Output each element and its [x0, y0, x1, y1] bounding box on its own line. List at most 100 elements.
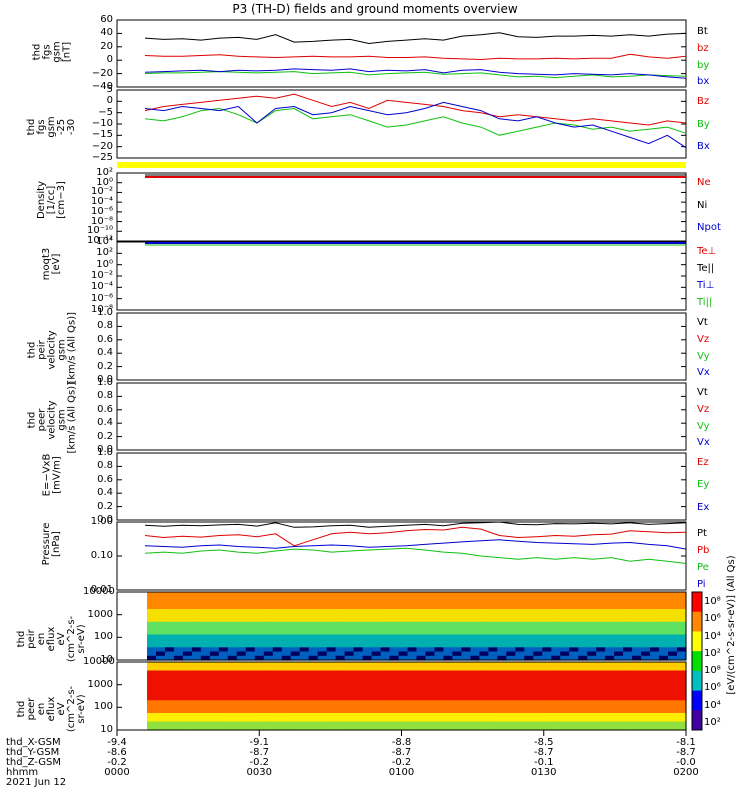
peir_spec-cell [362, 592, 373, 597]
peir_spec-cell [317, 630, 328, 636]
peir_spec-cell [227, 596, 238, 602]
peer_spec-cell [362, 691, 373, 697]
peer_spec-cell [156, 713, 166, 718]
peer_spec-cell [362, 662, 373, 667]
peer_spec-cell [182, 666, 193, 672]
peer_spec-cell [434, 721, 445, 727]
peer_spec-cell [389, 713, 400, 718]
peer_spec-cell [479, 713, 489, 718]
fgs-ylabel: thd fgs gsm [nT] [31, 40, 72, 63]
peir_spec-cell [425, 592, 436, 597]
peer_spec-cell [425, 674, 436, 680]
peir_spec-cell [398, 655, 409, 661]
peer_spec-cell [407, 725, 418, 731]
peir_spec-cell [569, 613, 579, 619]
peer_spec-cell [524, 713, 534, 718]
peer_spec-cell [389, 725, 400, 731]
peir_spec-cell [641, 630, 651, 636]
peir_spec-cell [380, 621, 391, 627]
peer_spec-cell [407, 691, 418, 697]
peir_spec-cell [587, 604, 597, 610]
peir_spec-cell [308, 630, 319, 636]
peir_spec-cell [569, 647, 579, 653]
peir_spec-cell [254, 638, 265, 644]
peer_spec-cell [245, 683, 256, 689]
peir_spec-cell [344, 630, 355, 636]
peer_spec-cell [605, 717, 615, 723]
peir_spec-cell [515, 651, 525, 657]
peir_spec-cell [461, 647, 471, 653]
peir_spec-cell [416, 647, 427, 653]
peir_spec-cell [461, 604, 471, 610]
peir_spec-cell [200, 651, 211, 657]
peir_spec-cell [209, 655, 220, 661]
efield-legend-Ez: Ez [697, 457, 709, 468]
peir_spec-cell [218, 638, 229, 644]
peer_spec-cell [524, 704, 534, 710]
peer_spec-cell [191, 696, 202, 701]
fgs2-series-Bz [144, 93, 687, 126]
peer_spec-cell [147, 700, 157, 706]
peir_spec-cell [443, 647, 453, 653]
peer_spec-cell [335, 687, 346, 693]
peir_spec-cell [245, 596, 256, 602]
peir_spec-cell [407, 638, 418, 644]
peir_spec-cell [236, 617, 247, 623]
peer_spec-cell [452, 704, 462, 710]
peer_spec-cell [281, 717, 292, 723]
peir_spec-cell [218, 604, 229, 610]
peir_spec-cell [147, 630, 157, 636]
peir_spec-cell [461, 613, 471, 619]
colorbar-tick-label: 10⁶ [704, 682, 721, 694]
peir_spec-cell [623, 609, 633, 614]
peir_spec-cell [353, 643, 364, 648]
peir_spec-cell [533, 613, 543, 619]
peir_spec-cell [614, 621, 624, 627]
peer_spec-cell [650, 662, 660, 667]
fgs-ytick-label: 60 [100, 14, 113, 25]
peer_spec-cell [326, 662, 337, 667]
peir_spec-cell [299, 621, 310, 627]
pressure-legend-Pb: Pb [697, 545, 710, 556]
peir_spec-cell [227, 609, 238, 614]
peir_spec-cell [641, 600, 651, 606]
peir_spec-cell [677, 638, 687, 644]
peer_spec-cell [380, 683, 391, 689]
peir_spec-cell [335, 613, 346, 619]
peer_spec-cell [182, 670, 193, 676]
peir_spec-cell [218, 651, 229, 657]
peir_spec-cell [605, 596, 615, 602]
peer_spec-cell [236, 721, 247, 727]
peir_spec-cell [497, 647, 507, 653]
peir_spec-cell [641, 609, 651, 614]
peir_spec-cell [254, 626, 265, 631]
peir_spec-cell [191, 609, 202, 614]
peer_spec-cell [623, 725, 633, 731]
peer_spec-cell [156, 725, 166, 731]
peer_spec-cell [461, 662, 471, 667]
peir_spec-cell [524, 634, 534, 640]
peer_spec-cell [614, 725, 624, 731]
peer_spec-cell [263, 679, 274, 684]
peer_spec-cell [281, 691, 292, 697]
peir_spec-cell [362, 638, 373, 644]
peer_spec-cell [165, 704, 175, 710]
peir_spec-cell [236, 621, 247, 627]
peer_spec-cell [147, 666, 157, 672]
peir_spec-cell [677, 596, 687, 602]
peir_spec-cell [326, 617, 337, 623]
peer-legend-Vz: Vz [697, 403, 710, 415]
peir_spec-cell [272, 630, 283, 636]
peer_spec-cell [407, 670, 418, 676]
peir_spec-cell [335, 651, 346, 657]
peer_spec-cell [326, 670, 337, 676]
peir_spec-cell [173, 655, 184, 661]
fgs2-legend-Bz: Bz [697, 96, 710, 107]
peer_spec-cell [497, 666, 507, 672]
peir_spec-cell [605, 643, 615, 648]
colorbar-tick-label: 10⁸ [704, 596, 721, 607]
peir_spec-cell [290, 634, 301, 640]
peer_spec-cell [272, 704, 283, 710]
peir_spec-cell [245, 609, 256, 614]
peir_spec-cell [245, 634, 256, 640]
